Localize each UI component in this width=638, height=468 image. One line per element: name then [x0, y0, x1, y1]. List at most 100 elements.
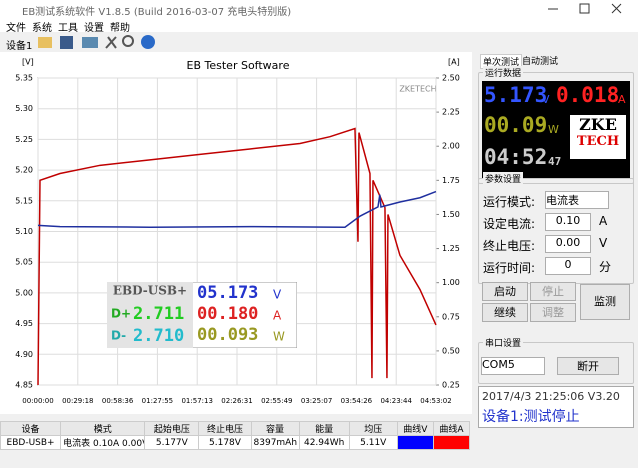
y2-tick-label: 0.75 [442, 312, 460, 321]
display: 5.173 V 0.018 A 00.09 W 04:52 47 ZKE TEC… [482, 81, 630, 179]
x-tick-label: 04:23:44 [380, 397, 412, 405]
overlay-display: EBD-USB+ D+ 2.711 D- 2.710 05.173 V 00.1… [107, 282, 297, 348]
param-input[interactable]: 0.10 [545, 213, 591, 231]
status-time: 2017/4/3 21:25:06 V3.20 [482, 390, 620, 403]
param-input[interactable]: 0 [545, 257, 591, 275]
button[interactable]: 调整 [530, 303, 576, 322]
header-cell: 曲线V [396, 421, 434, 436]
logo-text: TECH [576, 134, 620, 149]
y2-axis-label: [A] [448, 58, 460, 67]
y2-tick-label: 1.50 [442, 210, 460, 219]
overlay-current: 00.180 [197, 304, 258, 324]
y-axis-label: [V] [22, 58, 34, 67]
series-line [37, 127, 437, 386]
table-row: EBD-USB+ 电流表 0.10A 0.00V 5.177V 5.178V 8397m… [0, 435, 471, 450]
y-tick-label: 4.95 [15, 319, 33, 328]
chart: EB Tester Software ZKETECH [V] [A] 4.85 4… [0, 52, 472, 414]
y-tick-label: 4.85 [15, 381, 33, 390]
x-tick-label: 03:25:07 [301, 397, 332, 405]
window-controls[interactable] [540, 0, 638, 18]
button[interactable]: 启动 [482, 282, 528, 301]
watermark: ZKETECH [399, 85, 436, 94]
param-unit: V [599, 236, 608, 250]
y-tick-label: 5.35 [15, 74, 33, 83]
button[interactable]: 停止 [530, 282, 576, 301]
y2-tick-label: 0.50 [442, 346, 460, 355]
port-select[interactable]: COM5 [481, 357, 545, 375]
overlay-voltage: 05.173 [197, 283, 258, 303]
y-tick-label: 5.05 [15, 258, 33, 267]
voltage: 5.173 [484, 83, 548, 107]
header-cell: 能量 [298, 421, 350, 436]
x-tick-label: 02:26:31 [221, 397, 252, 405]
overlay-current-unit: A [273, 309, 282, 323]
device-tab[interactable]: 设备1 [6, 41, 33, 52]
run-group: 运行数据 5.173 V 0.018 A 00.09 W 04:52 47 ZK… [478, 66, 634, 184]
logo-text: ZKE [579, 115, 617, 134]
y-tick-label: 4.90 [15, 350, 33, 359]
y-tick-label: 5.25 [15, 135, 33, 144]
table-cell: 5.177V [144, 435, 200, 450]
overlay-device: EBD-USB+ [113, 284, 187, 298]
y2-tick-label: 1.75 [442, 176, 460, 185]
x-tick-label: 00:00:00 [22, 397, 53, 405]
group-label: 运行数据 [483, 66, 524, 79]
header-cell: 起始电压 [144, 421, 200, 436]
dp-label: D+ [111, 307, 131, 321]
y-tick-label: 5.30 [15, 104, 33, 113]
param-unit: A [599, 214, 608, 228]
overlay-power-unit: W [273, 330, 285, 344]
series-line [37, 190, 437, 228]
header-row: 设备 模式 起始电压 终止电压 容量 能量 均压 曲线V 曲线A [0, 421, 471, 436]
dm-label: D- [111, 329, 126, 343]
unit: A [618, 93, 626, 106]
param-label: 运行时间: [483, 261, 536, 275]
menu-item[interactable]: 文件 [6, 23, 26, 34]
unit: W [548, 123, 559, 136]
time: 04:52 [484, 145, 548, 169]
toolbar-icons[interactable] [36, 33, 166, 51]
y-tick-label: 5.10 [15, 227, 33, 236]
x-tick-label: 01:27:55 [142, 397, 173, 405]
menu-item[interactable]: 系统 [32, 23, 52, 34]
x-tick-label: 02:55:49 [261, 397, 292, 405]
param-label: 运行模式: [483, 195, 536, 209]
group-label: 参数设置 [483, 172, 524, 185]
port-group: 串口设置 COM5 断开 [478, 336, 634, 384]
table-cell: EBD-USB+ [0, 435, 62, 450]
y2-tick-label: 0.25 [442, 381, 460, 390]
seconds: 47 [548, 155, 562, 168]
menu-bar: 文件 系统 工具 设置 帮助 [0, 18, 638, 34]
button[interactable]: 断开 [557, 357, 619, 375]
tab[interactable]: 自动测试 [522, 57, 559, 67]
button[interactable]: 监测 [580, 284, 630, 320]
param-input[interactable]: 0.00 [545, 235, 591, 253]
param-group: 参数设置 运行模式: 电流表 设定电流: 0.10 A 终止电压: 0.00 V 运行时间: 0 分 [478, 172, 634, 284]
menu-item[interactable]: 工具 [58, 23, 78, 34]
param-unit: 分 [599, 260, 612, 274]
toolbar: 设备1 [0, 32, 470, 52]
header-cell: 均压 [348, 421, 398, 436]
menu-item[interactable]: 帮助 [110, 23, 130, 34]
button[interactable]: 继续 [482, 303, 528, 322]
y-tick-label: 5.00 [15, 288, 33, 297]
y2-tick-label: 1.25 [442, 244, 460, 253]
overlay-voltage-unit: V [273, 288, 282, 302]
y-tick-label: 5.15 [15, 196, 33, 205]
header-cell: 设备 [0, 421, 62, 436]
status: 设备1:测试停止 [482, 409, 580, 425]
table-cell: 5.178V [198, 435, 252, 450]
param-input[interactable]: 电流表 [545, 191, 609, 209]
dp-value: 2.711 [133, 304, 184, 324]
x-tick-label: 00:58:36 [102, 397, 134, 405]
overlay-power: 00.093 [197, 325, 258, 345]
menu-item[interactable]: 设置 [84, 23, 104, 34]
y2-tick-label: 2.00 [442, 142, 460, 151]
window-title: EB测试系统软件 V1.8.5 (Build 2016-03-07 充电头特别版… [22, 7, 292, 18]
header-cell: 终止电压 [198, 421, 252, 436]
curve-swatch [396, 435, 434, 450]
x-tick-label: 03:54:26 [341, 397, 373, 405]
table-cell: 5.11V [348, 435, 398, 450]
header-cell: 模式 [60, 421, 146, 436]
